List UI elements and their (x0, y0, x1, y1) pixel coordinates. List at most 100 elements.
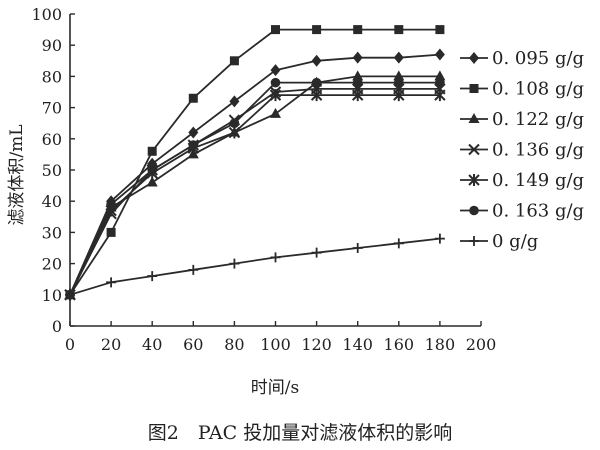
legend-item: 0 g/g (460, 231, 538, 252)
ticks: 0 20 40 60 80 100 120 140 160 180 200 0 10 20 30 40 50 60… (31, 5, 496, 354)
x-tick-label: 80 (224, 335, 244, 354)
series-asterisk (64, 89, 446, 301)
x-tick-label: 100 (260, 335, 291, 354)
data-point-plus (188, 264, 199, 275)
data-point-square (271, 25, 280, 35)
data-point-x (468, 143, 480, 156)
series-line (69, 94, 440, 296)
data-point-square (353, 25, 363, 35)
data-point-square (312, 25, 322, 35)
y-tick-label: 70 (42, 99, 62, 118)
data-point-triangle (468, 113, 480, 123)
legend-label: 0. 095 g/g (492, 48, 584, 69)
data-point-circle (270, 77, 281, 88)
legend-item: 0. 095 g/g (460, 48, 584, 69)
data-point-square (394, 25, 404, 35)
legend-item: 0. 149 g/g (460, 170, 584, 191)
data-point-circle (106, 199, 116, 210)
data-point-diamond (469, 52, 479, 64)
data-point-plus (229, 258, 240, 269)
series-line (69, 237, 441, 296)
data-point-asterisk (393, 89, 405, 102)
data-point-diamond (352, 51, 363, 64)
y-tick-label: 10 (42, 286, 62, 305)
series-triangle (64, 70, 446, 299)
legend-label: 0. 108 g/g (492, 79, 584, 100)
x-tick-label: 0 (65, 335, 75, 354)
data-point-plus (469, 236, 479, 246)
x-tick-label: 120 (301, 335, 332, 354)
data-point-diamond (270, 64, 281, 77)
data-point-diamond (188, 126, 199, 139)
data-point-square (188, 93, 198, 103)
data-point-asterisk (228, 126, 241, 139)
data-point-square (147, 146, 157, 156)
series-plus (65, 233, 445, 300)
data-point-diamond (229, 95, 240, 108)
series-circle (65, 77, 445, 300)
data-point-circle (147, 165, 157, 175)
y-axis-label: 滤液体积/mL (7, 124, 27, 225)
data-point-diamond (311, 54, 322, 67)
x-tick-label: 200 (466, 335, 497, 354)
legend-label: 0 g/g (492, 231, 538, 252)
data-point-plus (434, 233, 445, 244)
figure-caption: 图2 PAC 投加量对滤液体积的影响 (148, 422, 452, 444)
data-point-circle (188, 140, 199, 150)
x-tick-label: 20 (101, 335, 121, 354)
data-point-triangle (434, 70, 446, 81)
data-point-plus (352, 243, 363, 253)
legend-item: 0. 108 g/g (460, 79, 584, 100)
data-point-triangle (352, 70, 364, 81)
x-tick-label: 60 (183, 335, 203, 354)
series-line (69, 75, 440, 296)
data-point-circle (311, 77, 322, 88)
data-point-square (106, 227, 116, 237)
data-point-asterisk (468, 174, 480, 186)
y-tick-label: 100 (31, 5, 62, 24)
series-square (65, 25, 445, 300)
data-point-asterisk (434, 89, 446, 102)
series-diamond (65, 48, 445, 301)
series-line (69, 81, 440, 296)
x-axis-label: 时间/s (251, 378, 299, 398)
data-point-asterisk (269, 89, 282, 102)
data-point-square (229, 56, 239, 66)
data-point-diamond (393, 51, 404, 64)
x-tick-label: 140 (342, 335, 373, 354)
data-point-diamond (434, 48, 445, 61)
legend-label: 0. 149 g/g (492, 170, 584, 191)
data-point-asterisk (351, 89, 364, 102)
legend-label: 0. 163 g/g (492, 201, 584, 222)
y-tick-label: 90 (42, 36, 62, 55)
legend-label: 0. 136 g/g (492, 140, 584, 161)
series-line (69, 28, 440, 296)
data-point-plus (393, 238, 404, 249)
data-point-asterisk (310, 89, 323, 102)
x-tick-label: 40 (142, 335, 162, 354)
data-point-plus (106, 277, 117, 288)
data-point-circle (394, 77, 404, 88)
legend: 0. 095 g/g 0. 108 g/g 0. 122 g/g 0. 136 g/g… (460, 48, 584, 252)
y-tick-label: 80 (42, 67, 62, 86)
data-point-plus (147, 271, 158, 282)
data-point-plus (65, 289, 75, 300)
legend-item: 0. 163 g/g (460, 201, 584, 222)
data-point-triangle (146, 176, 158, 187)
legend-item: 0. 122 g/g (460, 109, 584, 130)
series-layer (64, 25, 446, 301)
data-point-square (435, 25, 445, 35)
series-line (69, 53, 440, 296)
data-point-triangle (393, 70, 405, 81)
y-tick-label: 60 (42, 130, 62, 149)
y-tick-label: 0 (52, 317, 62, 336)
x-tick-label: 160 (384, 335, 415, 354)
x-tick-label: 180 (425, 335, 456, 354)
y-tick-label: 30 (42, 223, 62, 242)
y-tick-label: 20 (42, 255, 62, 274)
data-point-plus (311, 247, 322, 258)
y-tick-label: 50 (42, 161, 62, 180)
data-point-triangle (270, 107, 281, 118)
legend-item: 0. 136 g/g (460, 140, 584, 161)
